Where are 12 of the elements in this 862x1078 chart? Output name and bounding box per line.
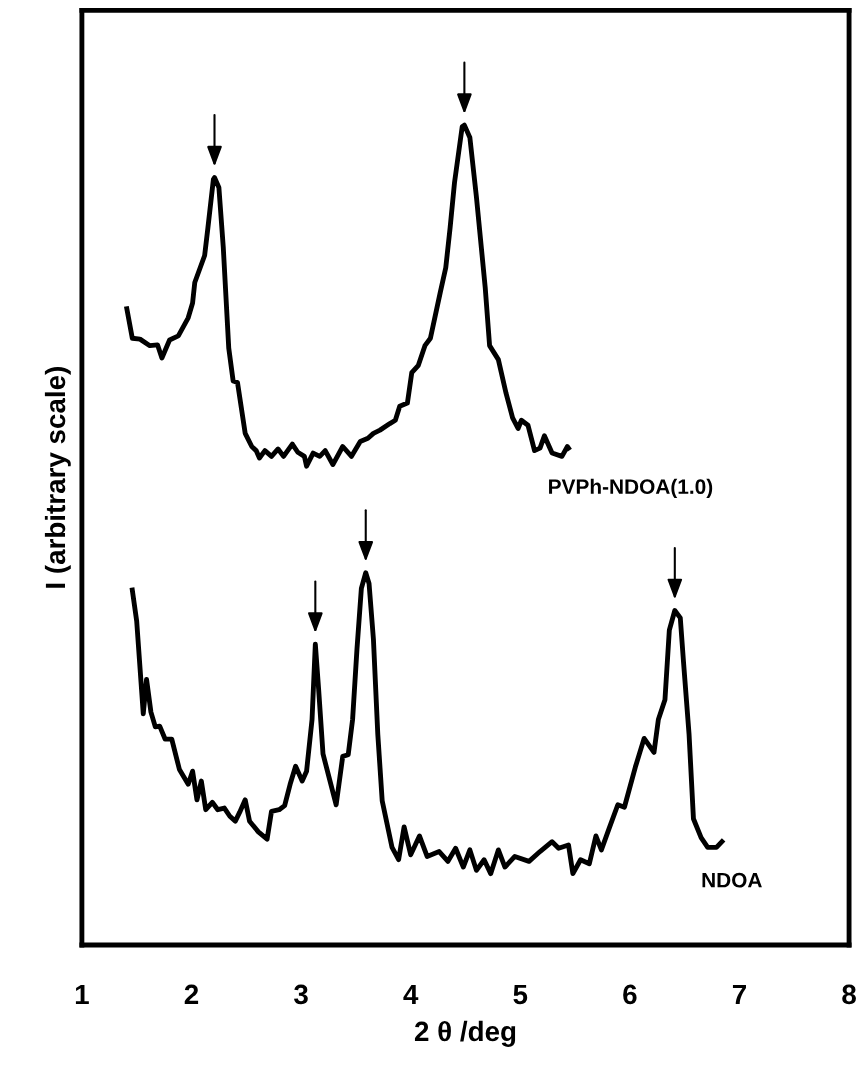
x-tick-label: 5 (513, 984, 528, 1005)
series-label: NDOA (702, 872, 762, 888)
x-tick-label: 3 (294, 984, 308, 1005)
x-tick-label: 8 (842, 984, 856, 1005)
x-tick-label: 7 (732, 984, 746, 1004)
series-label: PVPh-NDOA(1.0) (549, 478, 713, 499)
x-tick-label: 1 (75, 984, 89, 1004)
x-tick-label: 6 (623, 984, 637, 1005)
x-axis-title: 2 θ /deg (414, 1020, 516, 1047)
x-tick-label: 2 (184, 984, 199, 1004)
x-tick-label: 4 (403, 984, 419, 1004)
y-axis-title: I (arbitrary scale) (44, 367, 71, 588)
